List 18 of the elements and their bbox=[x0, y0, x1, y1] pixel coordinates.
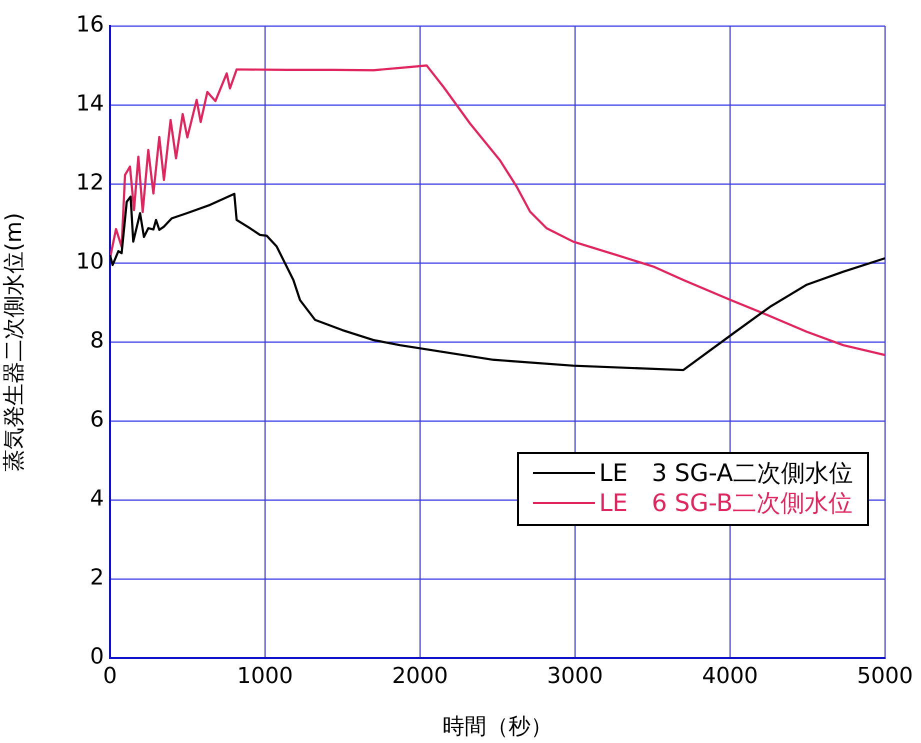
y-tick-label: 0 bbox=[90, 644, 104, 670]
x-tick-label: 4000 bbox=[702, 664, 758, 689]
y-tick-label: 10 bbox=[76, 250, 104, 275]
legend-label: LE 3 SG-A二次側水位 bbox=[599, 458, 853, 488]
x-tick-label: 2000 bbox=[392, 664, 448, 689]
legend-label: LE 6 SG-B二次側水位 bbox=[599, 488, 853, 518]
x-tick-label: 3000 bbox=[547, 664, 603, 689]
x-tick-label: 5000 bbox=[857, 664, 913, 689]
x-axis-title: 時間（秒） bbox=[442, 714, 552, 740]
y-tick-label: 6 bbox=[90, 408, 104, 433]
y-tick-label: 2 bbox=[90, 566, 104, 591]
y-tick-label: 16 bbox=[76, 12, 104, 38]
y-tick-label: 4 bbox=[90, 486, 104, 512]
y-tick-label: 14 bbox=[76, 92, 104, 117]
y-tick-label: 8 bbox=[90, 328, 104, 354]
x-tick-label: 1000 bbox=[237, 664, 293, 689]
y-tick-label: 12 bbox=[76, 170, 104, 196]
y-axis-title: 蒸気発生器二次側水位(m) bbox=[2, 212, 27, 472]
